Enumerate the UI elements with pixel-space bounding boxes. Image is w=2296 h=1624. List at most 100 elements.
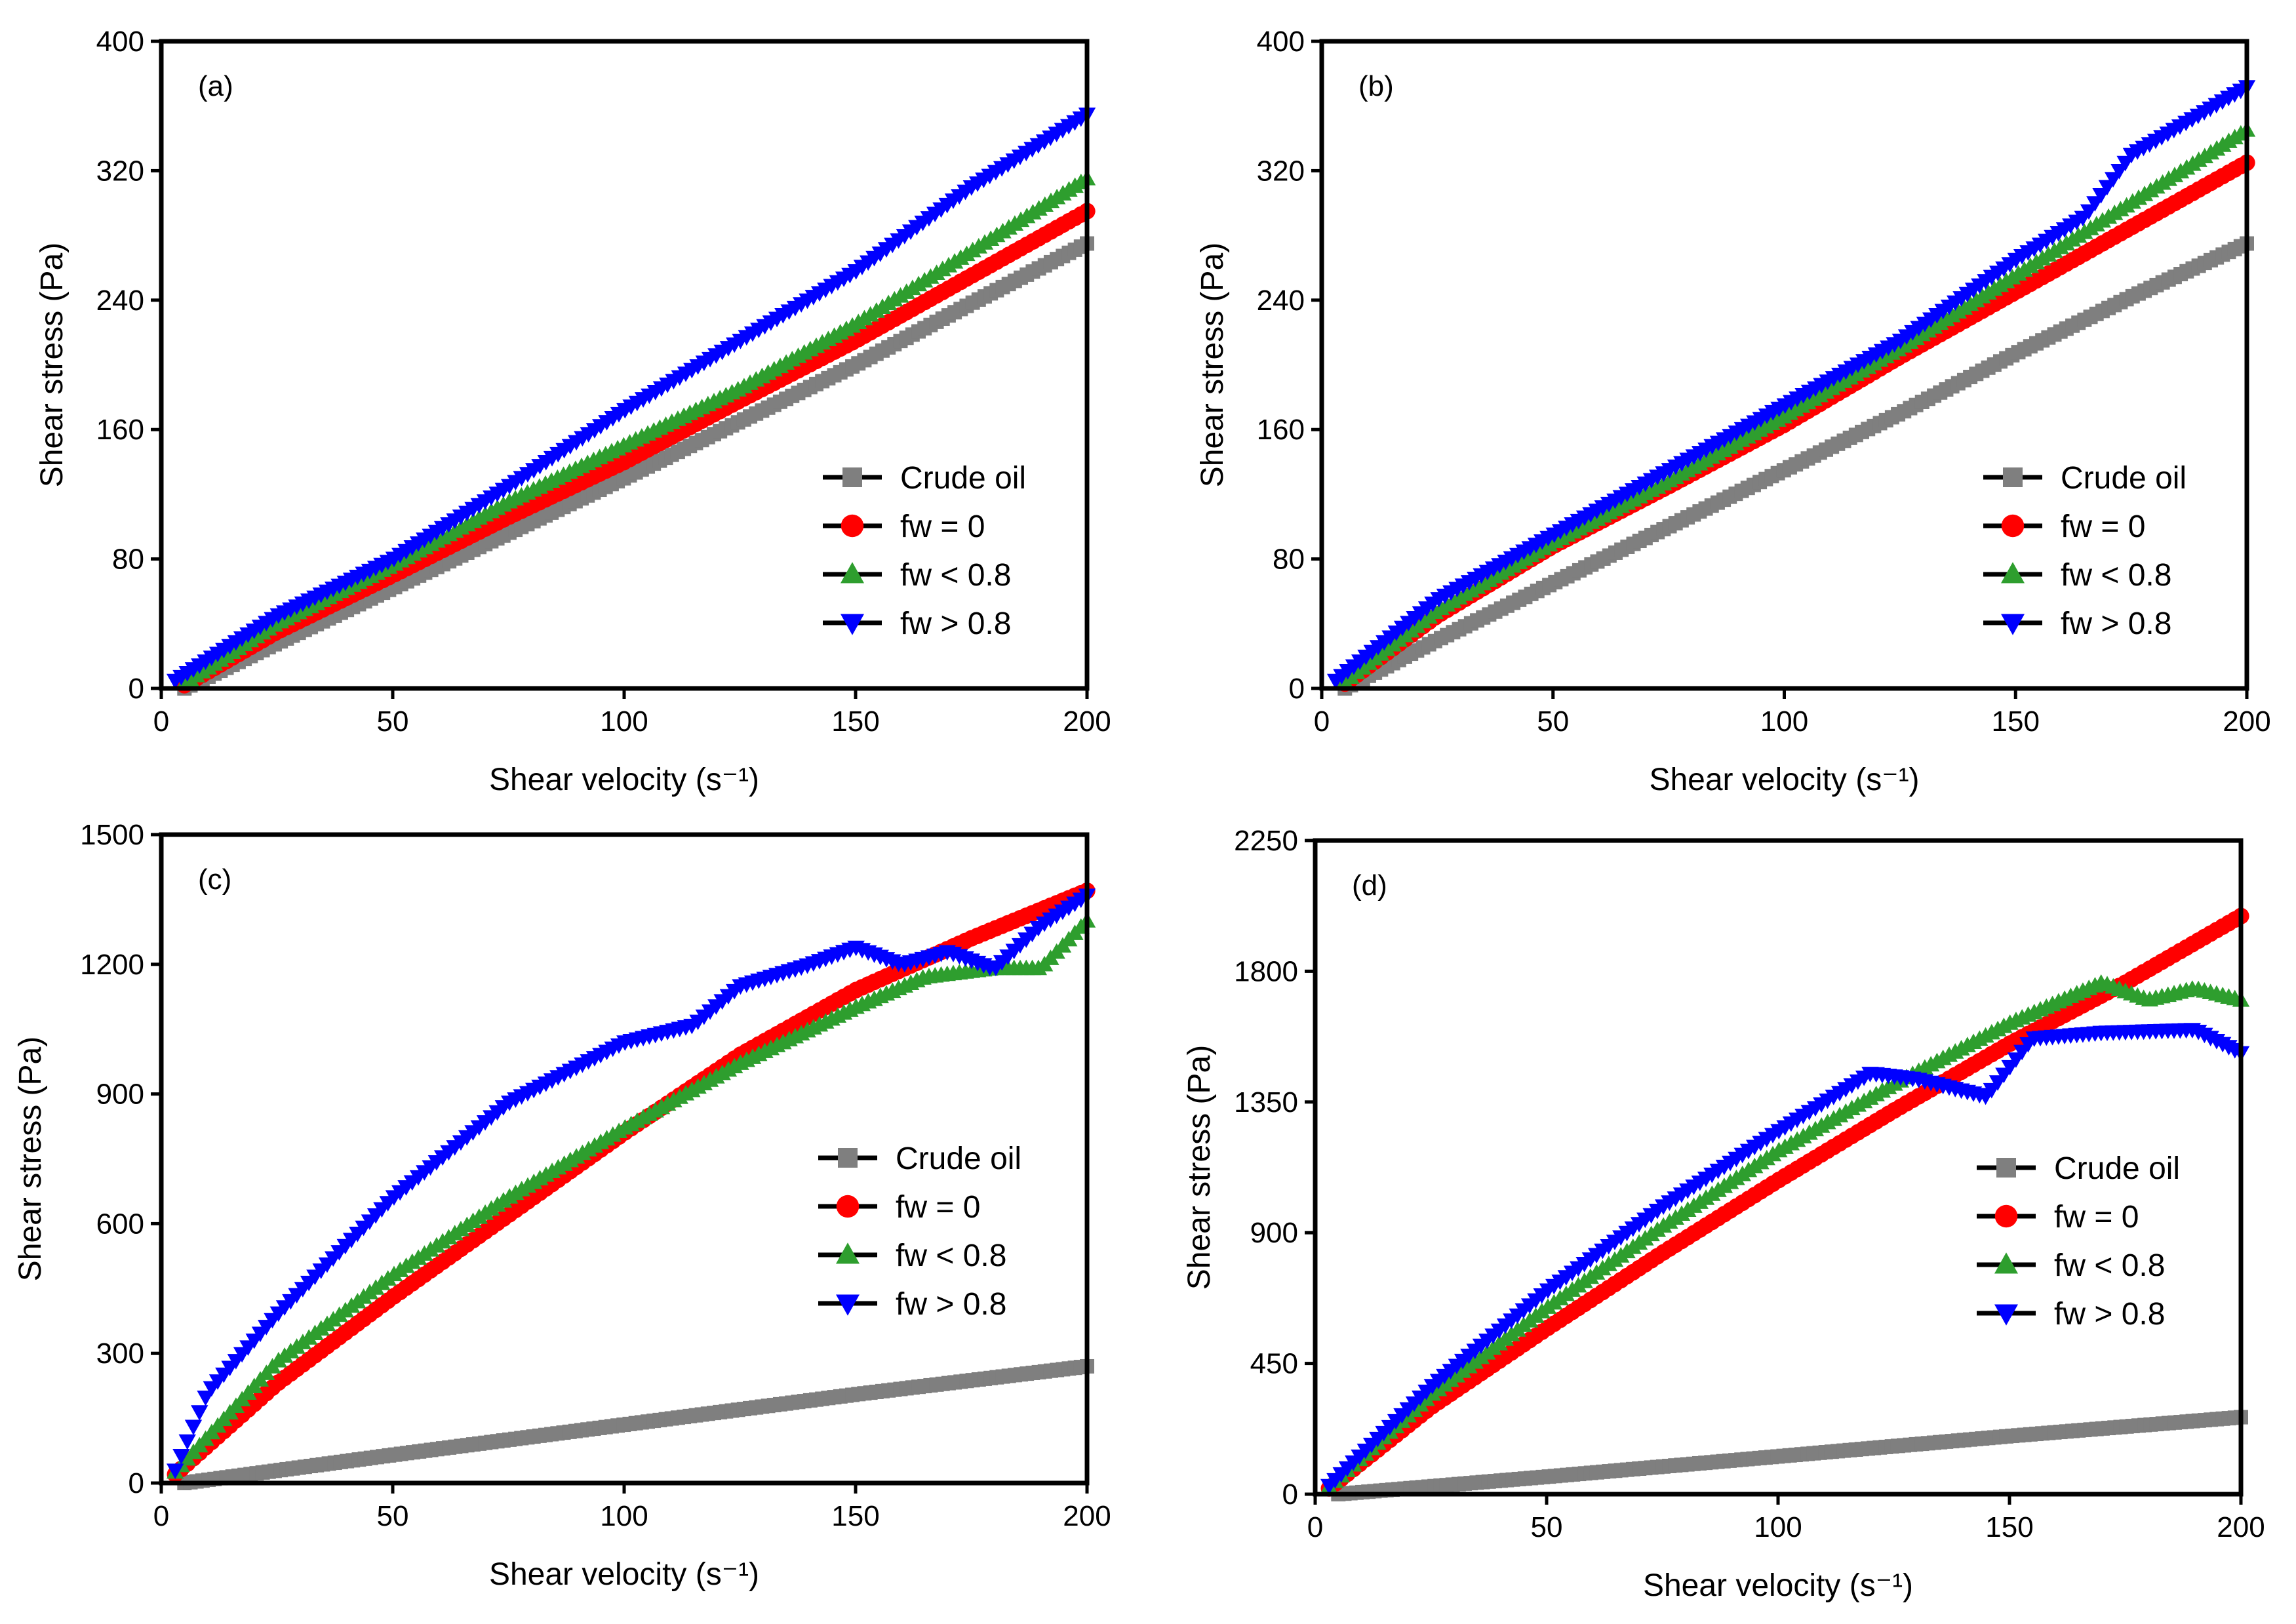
y-tick-label: 320 <box>96 155 144 187</box>
x-tick-label: 150 <box>1985 1511 2033 1543</box>
y-tick-label: 240 <box>96 285 144 317</box>
legend-marker <box>2003 467 2023 487</box>
x-tick-label: 50 <box>377 705 409 738</box>
data-point <box>172 1449 190 1465</box>
x-tick-label: 150 <box>1992 705 2040 738</box>
y-tick-label: 1350 <box>1234 1086 1298 1119</box>
x-tick-label: 50 <box>1531 1511 1563 1543</box>
legend: Crude oil fw = 0 fw < 0.8 fw > 0.8 <box>818 1141 1021 1322</box>
x-tick-label: 0 <box>153 1500 169 1532</box>
legend-label: fw > 0.8 <box>2061 606 2171 641</box>
legend-marker <box>842 467 862 487</box>
panel-label: (d) <box>1352 869 1387 901</box>
y-tick-label: 1200 <box>80 949 144 981</box>
legend-label: fw > 0.8 <box>896 1287 1006 1322</box>
x-axis-title: Shear velocity (s⁻¹) <box>1649 762 1919 797</box>
legend-label: Crude oil <box>2054 1151 2180 1186</box>
y-tick-label: 2250 <box>1234 825 1298 857</box>
y-tick-label: 0 <box>1282 1478 1298 1511</box>
series-fw-0-8 <box>166 888 1096 1479</box>
x-axis-title: Shear velocity (s⁻¹) <box>1643 1568 1913 1603</box>
y-axis-title: Shear stress (Pa) <box>1182 1045 1217 1290</box>
y-axis-title: Shear stress (Pa) <box>1195 243 1230 487</box>
x-tick-label: 200 <box>1063 705 1111 738</box>
legend-label: fw = 0 <box>2061 509 2145 544</box>
x-tick-label: 100 <box>600 705 648 738</box>
legend-marker <box>1994 1204 2018 1228</box>
legend-marker <box>2001 562 2025 584</box>
legend-label: fw < 0.8 <box>2061 558 2171 593</box>
x-tick-label: 100 <box>1760 705 1808 738</box>
x-tick-label: 50 <box>1537 705 1569 738</box>
legend-marker <box>1996 1158 2016 1178</box>
legend-marker <box>836 1195 860 1218</box>
x-tick-label: 50 <box>377 1500 409 1532</box>
legend: Crude oil fw = 0 fw < 0.8 fw > 0.8 <box>1983 461 2187 641</box>
data-point <box>191 1405 208 1421</box>
x-tick-label: 150 <box>831 1500 879 1532</box>
x-tick-label: 100 <box>600 1500 648 1532</box>
legend-marker <box>1994 1252 2018 1274</box>
chart-panel-2: 0 50 100 150 200 0 80 160 240 320 400 Shear velocit… <box>1195 26 2271 797</box>
y-tick-label: 320 <box>1257 155 1305 187</box>
series-crude-oil <box>1331 1410 2248 1501</box>
legend-label: fw < 0.8 <box>896 1238 1006 1273</box>
y-tick-label: 0 <box>129 673 144 705</box>
y-tick-label: 400 <box>96 26 144 58</box>
panel-label: (a) <box>198 70 233 102</box>
chart-panel-1: 0 50 100 150 200 0 80 160 240 320 400 Shear velocit… <box>35 26 1111 797</box>
legend-label: fw = 0 <box>900 509 985 544</box>
panel-label: (b) <box>1358 70 1394 102</box>
legend-marker <box>838 1148 858 1168</box>
x-tick-label: 200 <box>2223 705 2270 738</box>
y-tick-label: 1800 <box>1234 955 1298 987</box>
x-axis-title: Shear velocity (s⁻¹) <box>489 762 759 797</box>
y-tick-label: 160 <box>1257 414 1305 446</box>
panel-label: (c) <box>198 863 231 896</box>
legend-label: fw < 0.8 <box>900 558 1011 593</box>
y-axis-title: Shear stress (Pa) <box>13 1037 48 1281</box>
series-fw-0-8 <box>1336 121 2256 689</box>
legend-label: fw = 0 <box>896 1190 980 1225</box>
series-crude-oil <box>177 1358 1094 1490</box>
y-tick-label: 0 <box>129 1467 144 1499</box>
y-tick-label: 900 <box>96 1079 144 1111</box>
x-tick-label: 0 <box>153 705 169 738</box>
y-tick-label: 160 <box>96 414 144 446</box>
legend-marker <box>2001 514 2025 538</box>
series-fw-0-8 <box>166 108 1096 690</box>
legend-label: Crude oil <box>896 1141 1021 1176</box>
legend-marker <box>841 562 864 584</box>
data-point <box>197 1390 214 1406</box>
y-tick-label: 900 <box>1250 1217 1298 1249</box>
x-tick-label: 100 <box>1754 1511 1802 1543</box>
legend-marker <box>836 1242 860 1264</box>
y-tick-label: 240 <box>1257 285 1305 317</box>
x-axis-title: Shear velocity (s⁻¹) <box>489 1557 759 1592</box>
chart-panel-4: 0 50 100 150 200 0 450 900 1350 1800 2250 Shear vel… <box>1182 825 2265 1603</box>
series-crude-oil <box>1337 236 2254 696</box>
chart-panel-3: 0 50 100 150 200 0 300 600 900 1200 1500 Shear velo… <box>13 819 1111 1592</box>
series-fw-0-8 <box>166 912 1096 1479</box>
y-tick-label: 600 <box>96 1208 144 1240</box>
legend-marker <box>841 614 864 635</box>
y-axis-title: Shear stress (Pa) <box>35 243 69 487</box>
legend: Crude oil fw = 0 fw < 0.8 fw > 0.8 <box>823 461 1026 641</box>
legend-marker <box>836 1294 860 1316</box>
legend-label: fw < 0.8 <box>2054 1248 2165 1283</box>
legend-marker <box>1994 1304 2018 1326</box>
legend-marker <box>2001 614 2025 635</box>
legend-label: Crude oil <box>900 461 1026 496</box>
y-tick-label: 0 <box>1289 673 1305 705</box>
data-point <box>178 1434 196 1450</box>
legend-label: fw > 0.8 <box>900 606 1011 641</box>
legend-label: fw > 0.8 <box>2054 1297 2165 1332</box>
y-tick-label: 80 <box>1273 544 1305 576</box>
legend-label: fw = 0 <box>2054 1200 2139 1235</box>
x-tick-label: 150 <box>831 705 879 738</box>
legend-label: Crude oil <box>2061 461 2187 496</box>
series-fw-0 <box>167 882 1096 1483</box>
series-fw-0-8 <box>1320 974 2250 1494</box>
y-tick-label: 400 <box>1257 26 1305 58</box>
